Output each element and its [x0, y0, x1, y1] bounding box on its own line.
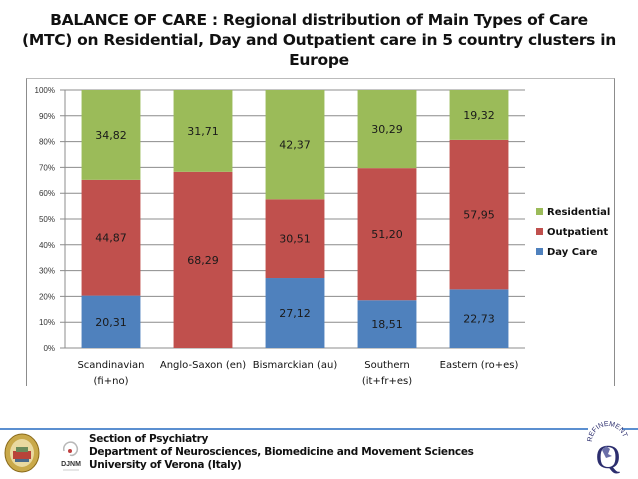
data-label: 57,95	[463, 209, 495, 222]
djnm-logo: DJNM	[61, 441, 81, 471]
chart-title-line-2: (MTC) on Residential, Day and Outpatient…	[22, 31, 616, 49]
bar-segment-outpatient	[81, 179, 141, 296]
footer-line-2: Department of Neurosciences, Biomedicine…	[89, 446, 474, 458]
data-label: 31,71	[187, 125, 219, 138]
bar-segment-residential	[81, 90, 141, 180]
data-labels: 20,31 44,87 34,82 68,29 31,71 27,12 30,51 42,37…	[95, 109, 495, 331]
bar-segment-outpatient	[265, 199, 325, 279]
y-tick-label: 70%	[39, 163, 55, 172]
bar-segment-outpatient	[449, 139, 509, 290]
data-label: 18,51	[371, 318, 403, 331]
legend-label: Outpatient	[547, 227, 608, 238]
data-label: 19,32	[463, 109, 495, 122]
data-label: 42,37	[279, 139, 311, 152]
data-label: 30,51	[279, 233, 311, 246]
legend-label: Day Care	[547, 247, 598, 258]
x-tick-label: Anglo-Saxon (en)	[160, 360, 246, 371]
chart-frame	[26, 78, 615, 386]
data-label: 20,31	[95, 316, 127, 329]
data-label: 44,87	[95, 232, 127, 245]
data-label: 22,73	[463, 313, 495, 326]
legend-swatch-residential	[536, 208, 543, 215]
legend-swatch-day-care	[536, 248, 543, 255]
stacked-bar-chart: 0% 10% 20% 30% 40% 50% 60% 70% 80% 90% 100% 20,31 4…	[35, 86, 611, 387]
footer-rule-right	[622, 428, 638, 430]
footer-rule	[0, 428, 588, 430]
x-tick-label: (it+fr+es)	[362, 376, 412, 387]
y-tick-label: 100%	[35, 86, 55, 95]
y-tick-label: 80%	[39, 138, 55, 147]
university-seal-logo	[4, 433, 40, 473]
bar-segment-outpatient	[357, 168, 417, 301]
legend-label: Residential	[547, 207, 610, 218]
footer-affiliation: Section of Psychiatry Department of Neur…	[89, 433, 474, 472]
bar-segment-day-care	[449, 289, 509, 348]
bar-segment-residential	[265, 90, 325, 200]
legend-swatch-outpatient	[536, 228, 543, 235]
x-tick-label: (fi+no)	[94, 376, 129, 387]
footer-line-1: Section of Psychiatry	[89, 433, 209, 445]
data-label: 51,20	[371, 228, 403, 241]
legend: Residential Outpatient Day Care	[536, 207, 610, 258]
chart-title-line-3: Europe	[289, 51, 349, 69]
footer-line-3: University of Verona (Italy)	[89, 459, 242, 471]
chart-title: BALANCE OF CARE : Regional distribution …	[0, 10, 638, 70]
y-tick-label: 20%	[39, 292, 55, 301]
djnm-logo-text: DJNM	[61, 461, 81, 468]
x-tick-label: Southern	[364, 360, 410, 371]
y-tick-label: 60%	[39, 189, 55, 198]
y-tick-label: 30%	[39, 267, 55, 276]
x-axis-labels: Scandinavian (fi+no) Anglo-Saxon (en) Bisma…	[77, 360, 518, 387]
bar-segment-residential	[449, 90, 509, 140]
bar-segment-day-care	[265, 278, 325, 348]
bar-segment-day-care	[357, 300, 417, 348]
data-label: 27,12	[279, 307, 311, 320]
bar-segment-residential	[173, 90, 233, 172]
chart-title-line-1: BALANCE OF CARE : Regional distribution …	[50, 11, 588, 29]
x-tick-label: Eastern (ro+es)	[440, 360, 519, 371]
refinement-q-logo: REFINEMENT Q	[587, 421, 629, 474]
bar-segment-residential	[357, 90, 417, 169]
data-label: 30,29	[371, 123, 403, 136]
bars	[81, 90, 509, 348]
y-tick-label: 50%	[39, 215, 55, 224]
bar-segment-outpatient	[173, 171, 233, 348]
data-label: 68,29	[187, 254, 219, 267]
y-tick-label: 90%	[39, 112, 55, 121]
y-tick-label: 10%	[39, 318, 55, 327]
data-label: 34,82	[95, 129, 127, 142]
y-tick-label: 0%	[43, 344, 55, 353]
y-axis-ticks: 0% 10% 20% 30% 40% 50% 60% 70% 80% 90% 100%	[35, 86, 55, 353]
x-tick-label: Bismarckian (au)	[253, 360, 338, 371]
x-tick-label: Scandinavian	[77, 360, 144, 371]
bar-segment-day-care	[81, 295, 141, 348]
y-tick-label: 40%	[39, 241, 55, 250]
